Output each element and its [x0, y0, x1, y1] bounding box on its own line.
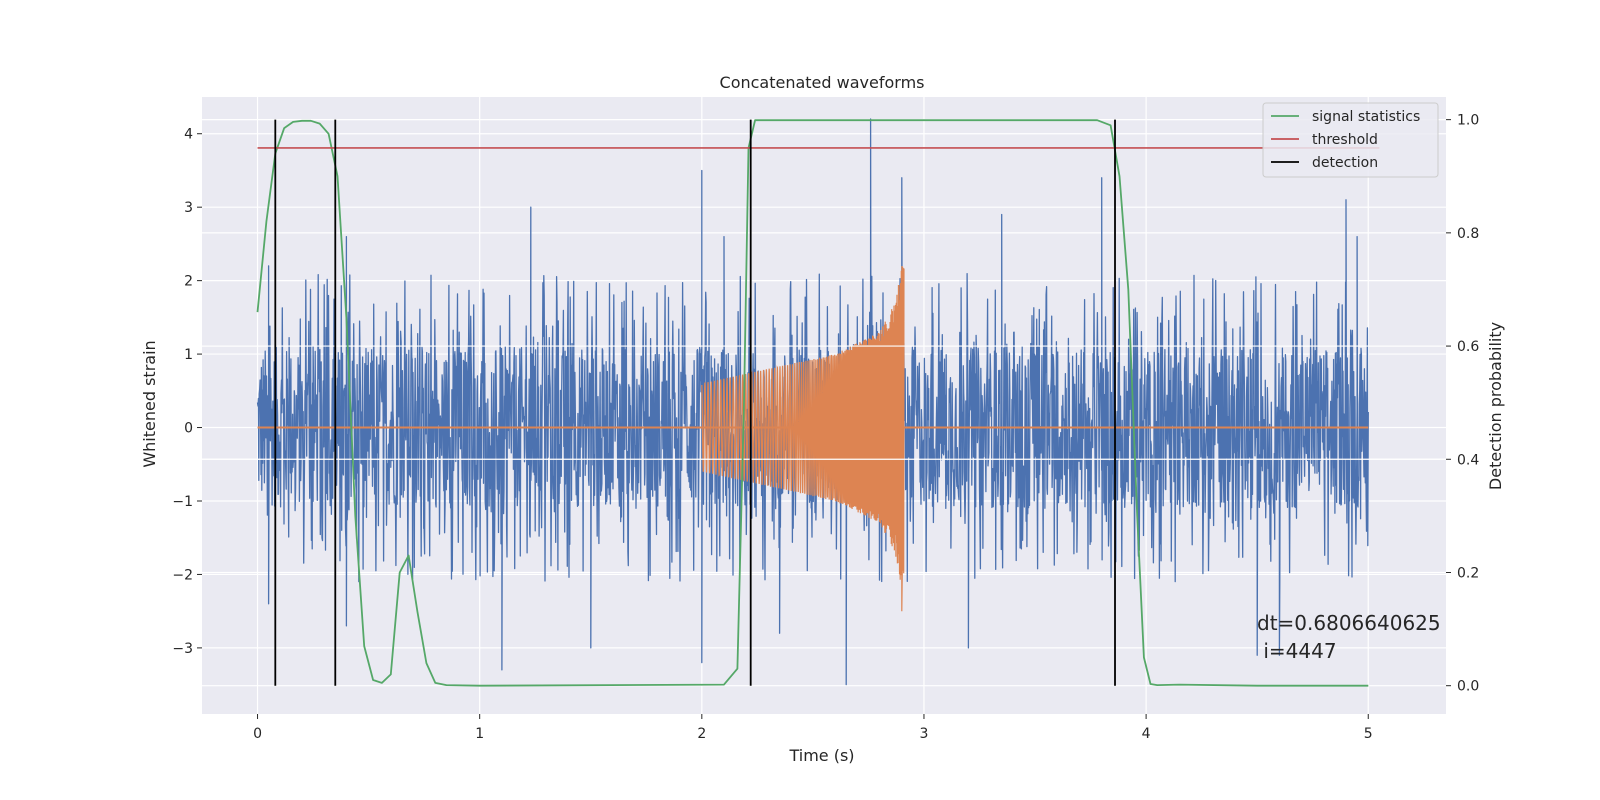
annotation-index: i=4447: [1257, 639, 1337, 663]
y2-tick-label: 0.2: [1457, 565, 1479, 581]
x-tick-label: 5: [1364, 726, 1373, 742]
y2-tick-label: 0.8: [1457, 226, 1479, 242]
template-series: [202, 265, 1446, 612]
x-tick-label: 0: [253, 726, 262, 742]
y-tick-label: −3: [172, 641, 193, 657]
y2-tick-label: 0.6: [1457, 339, 1479, 355]
y2-axis-label: Detection probability: [1486, 322, 1505, 490]
x-tick-label: 4: [1142, 726, 1151, 742]
y-axis-label: Whitened strain: [140, 340, 159, 467]
y-tick-label: 2: [184, 274, 193, 290]
x-tick-label: 3: [920, 726, 929, 742]
x-axis-label: Time (s): [788, 746, 854, 765]
chart-title: Concatenated waveforms: [720, 73, 925, 92]
legend-box: [1262, 102, 1439, 178]
y-tick-label: 3: [184, 200, 193, 216]
x-axis: 0 1 2 3 4 5: [253, 714, 1373, 742]
signal-statistics-line: [256, 119, 1369, 687]
y2-tick-label: 0.4: [1457, 452, 1479, 468]
legend-label-threshold: threshold: [1312, 132, 1378, 148]
y-tick-label: 1: [184, 347, 193, 363]
y-axis-right: 0.0 0.2 0.4 0.6 0.8 1.0: [1446, 113, 1479, 695]
x-tick-label: 2: [697, 726, 706, 742]
legend-label-signal-statistics: signal statistics: [1312, 109, 1420, 125]
y-tick-label: 4: [184, 127, 193, 143]
y-tick-label: −2: [172, 567, 193, 583]
y2-tick-label: 1.0: [1457, 113, 1479, 129]
signal-statistics-series: [256, 119, 1380, 687]
y-tick-label: −1: [172, 494, 193, 510]
legend-label-detection: detection: [1312, 155, 1378, 171]
legend: signal statistics threshold detection: [1262, 102, 1439, 178]
annotation-dt: dt=0.6806640625: [1257, 611, 1441, 635]
y-axis-left: −3 −2 −1 0 1 2 3 4: [172, 127, 202, 657]
y2-tick-label: 0.0: [1457, 679, 1479, 695]
y-tick-label: 0: [184, 421, 193, 437]
x-tick-label: 1: [475, 726, 484, 742]
